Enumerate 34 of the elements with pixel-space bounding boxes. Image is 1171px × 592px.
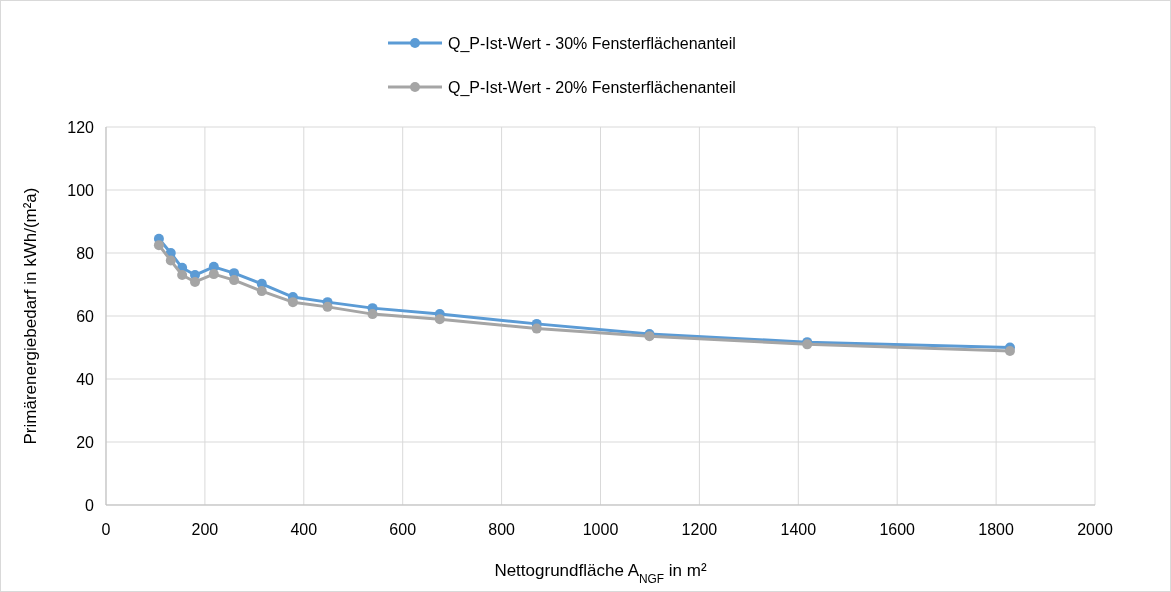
legend-label: Q_P-Ist-Wert - 30% Fensterflächenanteil [448,34,736,53]
x-axis-title: Nettogrundfläche A$_{NGF}$ in m² [494,561,707,586]
point [208,269,219,280]
point [531,323,542,334]
point [229,275,240,286]
point [153,240,164,251]
x-tick-label: 1600 [879,521,916,538]
y-tick-label: 60 [76,307,95,325]
point [165,255,176,266]
y-tick-label: 100 [67,181,95,199]
y-axis-title: Primärenergiebedarf in kWh/(m²a) [21,187,40,445]
x-tick-label: 2000 [1077,521,1113,538]
x-tick-label: 1000 [582,521,619,538]
point [434,314,445,325]
legend-label: Q_P-Ist-Wert - 20% Fensterflächenanteil [448,78,736,97]
point [287,297,298,308]
y-tick-label: 120 [67,118,95,136]
x-tick-label: 200 [191,521,219,538]
x-tick-label: 600 [389,521,417,538]
y-tick-label: 80 [76,244,95,262]
y-tick-label: 0 [85,496,95,514]
x-tick-label: 1200 [681,521,718,538]
point [322,301,333,312]
x-tick-label: 1800 [978,521,1014,538]
x-tick-label: 1400 [780,521,817,538]
point [256,286,267,297]
x-tick-label: 0 [101,521,111,538]
y-tick-label: 40 [76,370,95,388]
point [367,309,378,320]
x-tick-label: 400 [290,521,318,538]
y-tick-label: 20 [76,433,95,451]
point [190,276,201,287]
x-tick-label: 800 [488,521,516,538]
point [177,270,188,281]
